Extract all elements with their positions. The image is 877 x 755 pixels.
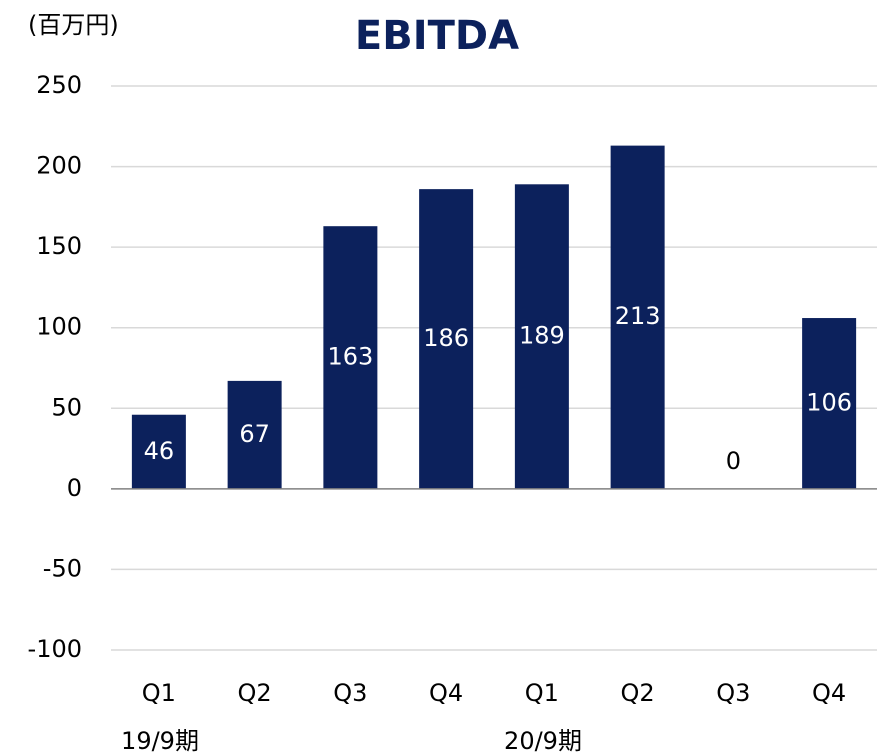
group-label: 20/9期 (504, 727, 582, 755)
bar (419, 189, 474, 489)
y-tick-label: -100 (28, 635, 82, 663)
x-tick-label: Q1 (525, 679, 559, 707)
data-label: 106 (806, 388, 852, 416)
unit-label: (百万円) (28, 11, 119, 39)
x-tick-label: Q4 (812, 679, 846, 707)
data-label: 67 (239, 420, 270, 448)
bar (323, 226, 378, 489)
x-tick-label: Q2 (238, 679, 272, 707)
y-tick-label: -50 (43, 554, 82, 582)
bar (514, 184, 569, 489)
y-tick-label: 50 (51, 393, 82, 421)
y-tick-label: 250 (36, 71, 82, 99)
y-tick-label: 200 (36, 152, 82, 180)
y-tick-label: 0 (67, 474, 82, 502)
data-label: 163 (327, 343, 373, 371)
data-label: 213 (615, 302, 661, 330)
x-tick-label: Q1 (142, 679, 176, 707)
x-tick-label: Q3 (333, 679, 367, 707)
x-tick-label: Q4 (429, 679, 463, 707)
data-label: 0 (726, 447, 741, 475)
y-tick-label: 150 (36, 232, 82, 260)
bar (610, 145, 665, 489)
bar (227, 380, 282, 489)
bar (131, 414, 186, 489)
data-label: 46 (144, 437, 175, 465)
y-tick-label: 100 (36, 313, 82, 341)
group-label: 19/9期 (121, 727, 199, 755)
x-tick-label: Q3 (716, 679, 750, 707)
bar (802, 318, 857, 489)
data-label: 186 (423, 324, 469, 352)
chart-title: EBITDA (355, 13, 519, 59)
x-tick-label: Q2 (621, 679, 655, 707)
data-label: 189 (519, 322, 565, 350)
